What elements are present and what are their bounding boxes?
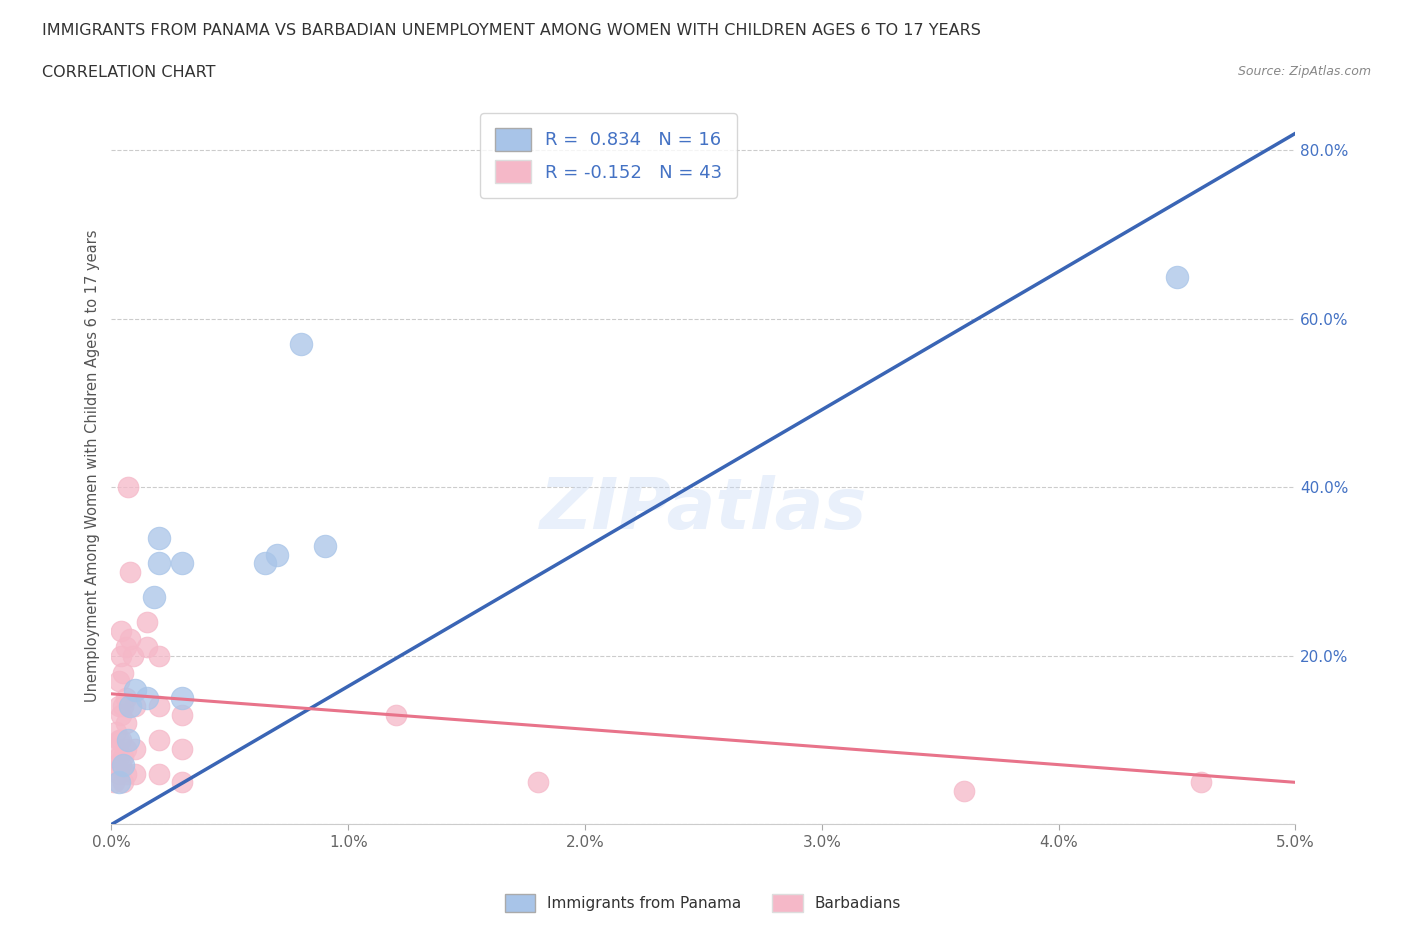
Point — [120, 631, 142, 646]
Text: ZIPatlas: ZIPatlas — [540, 474, 868, 544]
Point — [148, 733, 170, 748]
Point — [290, 337, 312, 352]
Point — [526, 775, 548, 790]
Point — [384, 708, 406, 723]
Point — [120, 699, 142, 714]
Point — [117, 480, 139, 495]
Point — [124, 766, 146, 781]
Point — [112, 699, 135, 714]
Legend: R =  0.834   N = 16, R = -0.152   N = 43: R = 0.834 N = 16, R = -0.152 N = 43 — [481, 113, 737, 198]
Y-axis label: Unemployment Among Women with Children Ages 6 to 17 years: Unemployment Among Women with Children A… — [86, 230, 100, 702]
Point — [112, 775, 135, 790]
Point — [148, 556, 170, 571]
Point — [120, 565, 142, 579]
Point — [105, 724, 128, 739]
Point — [114, 640, 136, 655]
Legend: Immigrants from Panama, Barbadians: Immigrants from Panama, Barbadians — [499, 888, 907, 918]
Point — [112, 750, 135, 764]
Point — [112, 665, 135, 680]
Point — [114, 741, 136, 756]
Point — [172, 556, 194, 571]
Point — [107, 766, 129, 781]
Text: IMMIGRANTS FROM PANAMA VS BARBADIAN UNEMPLOYMENT AMONG WOMEN WITH CHILDREN AGES : IMMIGRANTS FROM PANAMA VS BARBADIAN UNEM… — [42, 23, 981, 38]
Point — [110, 758, 132, 773]
Point — [254, 556, 277, 571]
Point — [143, 590, 166, 604]
Point — [110, 623, 132, 638]
Point — [105, 758, 128, 773]
Point — [107, 733, 129, 748]
Point — [172, 775, 194, 790]
Point — [112, 758, 135, 773]
Point — [110, 648, 132, 663]
Point — [172, 741, 194, 756]
Point — [1189, 775, 1212, 790]
Point — [148, 766, 170, 781]
Point — [172, 691, 194, 706]
Point — [121, 648, 143, 663]
Point — [117, 733, 139, 748]
Text: Source: ZipAtlas.com: Source: ZipAtlas.com — [1237, 65, 1371, 78]
Point — [953, 783, 976, 798]
Point — [105, 741, 128, 756]
Point — [172, 708, 194, 723]
Point — [114, 716, 136, 731]
Point — [107, 699, 129, 714]
Point — [107, 673, 129, 688]
Point — [266, 548, 288, 563]
Point — [114, 766, 136, 781]
Point — [110, 733, 132, 748]
Point — [136, 615, 159, 630]
Point — [136, 640, 159, 655]
Point — [148, 648, 170, 663]
Point — [110, 708, 132, 723]
Point — [124, 699, 146, 714]
Point — [124, 683, 146, 698]
Point — [148, 699, 170, 714]
Point — [103, 775, 125, 790]
Point — [136, 691, 159, 706]
Point — [148, 530, 170, 545]
Point — [114, 691, 136, 706]
Point — [124, 741, 146, 756]
Point — [107, 775, 129, 790]
Point — [107, 750, 129, 764]
Point — [1166, 269, 1188, 284]
Point — [314, 538, 336, 553]
Text: CORRELATION CHART: CORRELATION CHART — [42, 65, 215, 80]
